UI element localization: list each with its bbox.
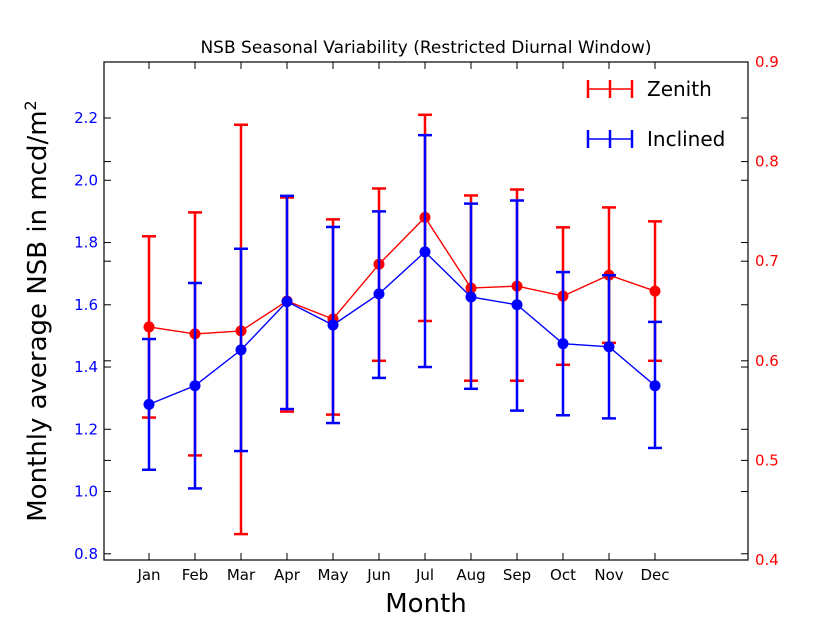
x-tick-label: Apr [274,566,301,584]
legend-entry-zenith: Zenith [586,77,712,101]
x-tick-label: Jul [415,566,434,584]
x-tick-label: Mar [227,566,256,584]
x-tick-label: Jan [136,566,160,584]
x-axis: Jan Feb Mar Apr May Jun Jul Aug Sep Oct Nov Dec [136,62,670,584]
x-axis-label: Month [385,589,467,619]
legend-entry-inclined: Inclined [586,127,725,151]
data-point [603,341,615,353]
x-tick-label: Oct [550,566,576,584]
right-tick-label: 0.7 [755,252,779,270]
left-tick-label: 1.4 [74,358,98,376]
data-point [557,338,569,350]
data-point [373,288,385,300]
right-tick-label: 0.4 [755,551,779,569]
series-layer [142,113,662,536]
right-tick-label: 0.5 [755,451,779,469]
y-axis-label-text: Monthly average NSB in mcd/m [23,110,53,521]
data-point [281,296,293,308]
data-point [465,291,477,303]
data-point [419,246,431,258]
x-tick-label: Nov [594,566,623,584]
series-line-zenith [148,216,656,335]
left-tick-label: 1.8 [74,234,98,252]
data-point [143,398,155,410]
legend-label: Inclined [647,127,725,151]
y-axis-label-superscript: 2 [21,100,40,110]
x-tick-label: Aug [456,566,485,584]
data-point [143,321,155,333]
legend: Zenith Inclined [586,77,725,151]
series-line-inclined [148,250,656,406]
data-point [327,319,339,331]
data-point [511,299,523,311]
x-tick-label: Jun [366,566,390,584]
right-tick-label: 0.8 [755,153,779,171]
data-point [235,344,247,356]
chart-title: NSB Seasonal Variability (Restricted Diu… [200,38,651,58]
data-point [649,380,661,392]
series-inclined [142,133,662,490]
plot-area-frame [103,61,749,561]
data-point [649,285,661,297]
left-tick-label: 2.0 [74,171,98,189]
y-axis-label: Monthly average NSB in mcd/m2 [21,100,53,522]
legend-label: Zenith [647,77,712,101]
left-y-axis: 0.8 1.0 1.2 1.4 1.6 1.8 2.0 2.2 [74,109,748,563]
right-tick-label: 0.9 [755,53,779,71]
x-tick-label: Feb [182,566,209,584]
x-tick-label: May [317,566,348,584]
left-tick-label: 1.0 [74,483,98,501]
left-tick-label: 0.8 [74,545,98,563]
data-point [189,380,201,392]
right-tick-label: 0.6 [755,352,779,370]
x-tick-label: Sep [503,566,531,584]
x-tick-label: Dec [640,566,669,584]
left-tick-label: 2.2 [74,109,98,127]
left-tick-label: 1.2 [74,420,98,438]
right-y-axis: 0.4 0.5 0.6 0.7 0.8 0.9 [104,53,779,569]
left-tick-label: 1.6 [74,296,98,314]
